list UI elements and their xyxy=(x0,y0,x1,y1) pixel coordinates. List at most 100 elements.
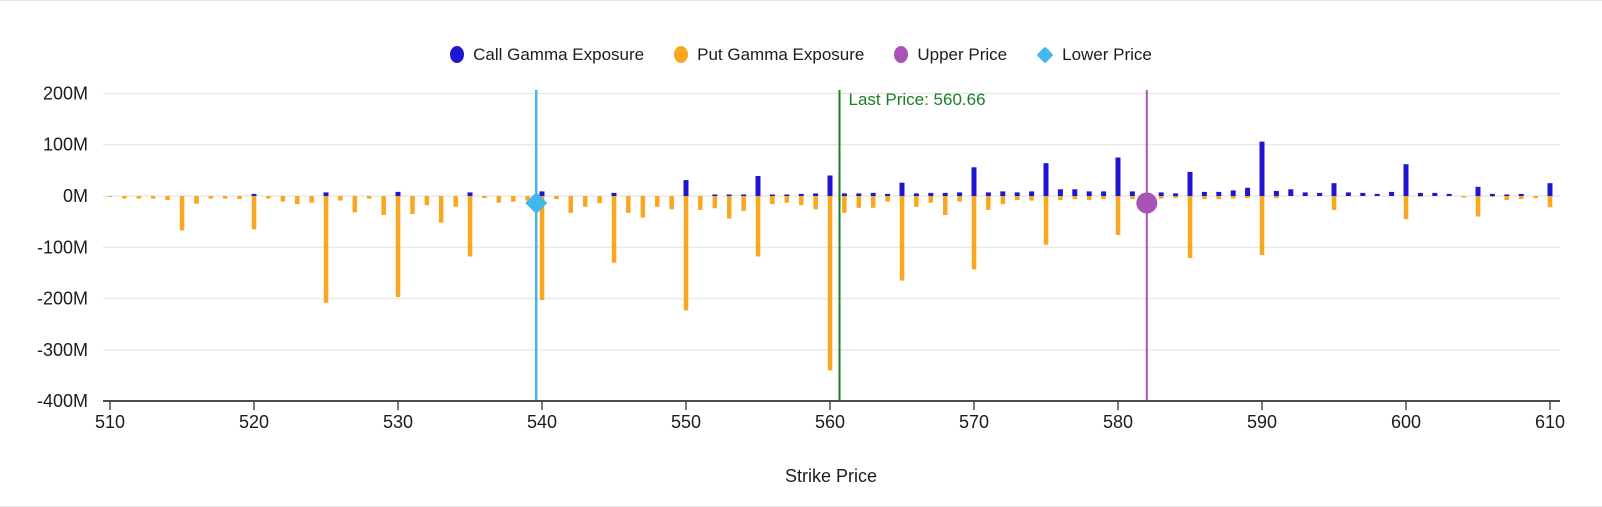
call-bar-525[interactable] xyxy=(323,192,329,196)
legend-item-lower-price[interactable]: Lower Price xyxy=(1036,46,1152,63)
put-bar-515[interactable] xyxy=(179,196,185,231)
call-bar-589[interactable] xyxy=(1245,187,1251,196)
call-bar-568[interactable] xyxy=(942,192,948,196)
call-bar-572[interactable] xyxy=(1000,191,1006,196)
call-bar-545[interactable] xyxy=(611,192,617,196)
call-bar-540[interactable] xyxy=(539,191,545,196)
put-bar-542[interactable] xyxy=(568,196,574,213)
call-bar-610[interactable] xyxy=(1547,183,1553,196)
call-bar-590[interactable] xyxy=(1259,141,1265,196)
put-bar-610[interactable] xyxy=(1547,196,1553,208)
call-bar-556[interactable] xyxy=(769,194,775,197)
call-bar-564[interactable] xyxy=(885,193,891,196)
call-bar-601[interactable] xyxy=(1417,192,1423,196)
call-bar-586[interactable] xyxy=(1201,191,1207,196)
call-bar-588[interactable] xyxy=(1230,190,1236,196)
legend-item-call-gamma-exposure[interactable]: Call Gamma Exposure xyxy=(450,46,644,63)
call-bar-535[interactable] xyxy=(467,192,473,196)
put-bar-527[interactable] xyxy=(352,196,358,213)
call-bar-595[interactable] xyxy=(1331,183,1337,196)
put-bar-518[interactable] xyxy=(222,196,228,199)
put-bar-543[interactable] xyxy=(583,196,588,207)
put-bar-523[interactable] xyxy=(295,196,300,205)
put-bar-608[interactable] xyxy=(1519,196,1524,200)
put-bar-512[interactable] xyxy=(136,196,142,199)
put-bar-524[interactable] xyxy=(309,196,314,203)
put-bar-568[interactable] xyxy=(943,196,948,215)
call-bar-555[interactable] xyxy=(755,176,761,196)
call-bar-594[interactable] xyxy=(1317,192,1323,196)
put-bar-563[interactable] xyxy=(871,196,876,208)
legend-item-put-gamma-exposure[interactable]: Put Gamma Exposure xyxy=(674,46,864,63)
call-bar-580[interactable] xyxy=(1115,157,1121,197)
call-bar-530[interactable] xyxy=(395,191,401,196)
call-bar-573[interactable] xyxy=(1014,192,1020,196)
call-bar-597[interactable] xyxy=(1360,192,1366,196)
put-bar-609[interactable] xyxy=(1533,196,1538,199)
put-bar-579[interactable] xyxy=(1101,196,1106,200)
put-bar-529[interactable] xyxy=(381,196,386,215)
put-bar-549[interactable] xyxy=(669,196,674,210)
put-bar-555[interactable] xyxy=(755,196,761,257)
call-bar-566[interactable] xyxy=(913,193,919,196)
put-bar-532[interactable] xyxy=(424,196,430,206)
put-bar-553[interactable] xyxy=(727,196,732,219)
put-bar-605[interactable] xyxy=(1475,196,1481,217)
call-bar-558[interactable] xyxy=(798,193,804,196)
put-bar-560[interactable] xyxy=(827,196,833,371)
put-bar-566[interactable] xyxy=(914,196,919,207)
put-bar-607[interactable] xyxy=(1504,196,1510,201)
put-bar-522[interactable] xyxy=(280,196,286,202)
call-bar-575[interactable] xyxy=(1043,163,1049,196)
put-bar-539[interactable] xyxy=(525,196,530,201)
put-bar-536[interactable] xyxy=(482,196,487,199)
call-bar-559[interactable] xyxy=(813,193,819,196)
call-bar-577[interactable] xyxy=(1072,189,1078,196)
put-bar-601[interactable] xyxy=(1418,196,1423,197)
put-bar-516[interactable] xyxy=(194,196,199,204)
put-bar-517[interactable] xyxy=(208,196,214,199)
put-bar-604[interactable] xyxy=(1461,196,1466,198)
put-bar-587[interactable] xyxy=(1216,196,1222,200)
call-bar-554[interactable] xyxy=(741,194,747,197)
call-bar-581[interactable] xyxy=(1129,191,1135,196)
call-bar-596[interactable] xyxy=(1345,192,1351,196)
put-bar-595[interactable] xyxy=(1331,196,1337,210)
put-bar-591[interactable] xyxy=(1274,196,1279,199)
put-bar-558[interactable] xyxy=(799,196,804,206)
call-bar-583[interactable] xyxy=(1158,192,1164,196)
put-bar-552[interactable] xyxy=(712,196,718,209)
put-bar-575[interactable] xyxy=(1043,196,1049,245)
call-bar-553[interactable] xyxy=(726,194,732,197)
call-bar-606[interactable] xyxy=(1489,193,1495,196)
call-bar-598[interactable] xyxy=(1374,193,1380,196)
call-bar-587[interactable] xyxy=(1216,191,1222,196)
put-bar-578[interactable] xyxy=(1087,196,1092,201)
call-bar-563[interactable] xyxy=(870,192,876,196)
put-bar-556[interactable] xyxy=(770,196,775,205)
put-bar-583[interactable] xyxy=(1159,196,1164,199)
put-bar-538[interactable] xyxy=(511,196,516,202)
put-bar-534[interactable] xyxy=(453,196,458,207)
put-bar-586[interactable] xyxy=(1202,196,1207,200)
put-bar-510[interactable] xyxy=(107,196,113,197)
put-bar-540[interactable] xyxy=(539,196,545,301)
put-bar-520[interactable] xyxy=(251,196,257,230)
put-bar-590[interactable] xyxy=(1259,196,1265,255)
put-bar-567[interactable] xyxy=(928,196,934,203)
legend-item-upper-price[interactable]: Upper Price xyxy=(894,46,1007,63)
call-bar-593[interactable] xyxy=(1302,192,1308,196)
put-bar-551[interactable] xyxy=(698,196,703,210)
put-bar-589[interactable] xyxy=(1245,196,1250,199)
lower-price-diamond-marker[interactable] xyxy=(525,192,548,214)
call-bar-552[interactable] xyxy=(712,194,718,197)
call-bar-591[interactable] xyxy=(1273,190,1279,196)
put-bar-513[interactable] xyxy=(150,196,156,199)
put-bar-573[interactable] xyxy=(1015,196,1020,201)
put-bar-526[interactable] xyxy=(338,196,343,201)
put-bar-576[interactable] xyxy=(1058,196,1063,201)
put-bar-554[interactable] xyxy=(741,196,746,211)
put-bar-557[interactable] xyxy=(784,196,790,203)
call-bar-565[interactable] xyxy=(899,182,905,196)
put-bar-528[interactable] xyxy=(366,196,372,199)
